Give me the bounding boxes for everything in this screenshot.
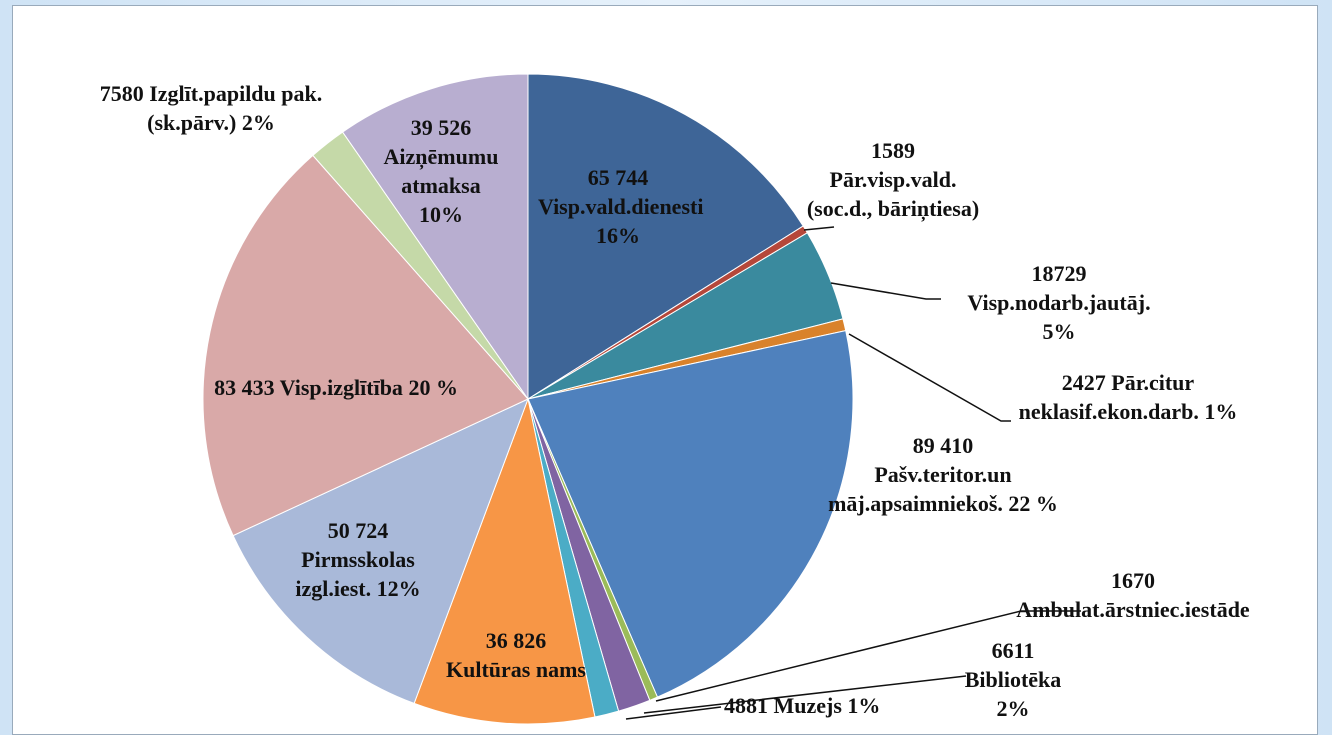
slice-label: 39 526 Aizņēmumu atmaksa 10% — [371, 113, 511, 229]
value-label: 36 826 — [485, 628, 547, 653]
pie-slice — [202, 154, 529, 537]
category-label: Muzejs — [773, 693, 842, 718]
slice-label: 65 744 Visp.vald.dienesti 16% — [538, 163, 704, 250]
category-label: Pār.visp.vald.(soc.d., bāriņtiesa) — [806, 167, 980, 221]
pie-slice — [341, 73, 529, 401]
category-label: Izglīt.papildu pak. (sk.pārv.) — [147, 81, 323, 135]
percent-label: 1% — [847, 693, 881, 718]
pie-slice — [527, 73, 804, 400]
percent-label: 2% — [241, 110, 275, 135]
chart — [202, 73, 1081, 725]
leader-line — [848, 333, 1011, 422]
leader-line — [655, 610, 1081, 702]
percent-label: 20 % — [408, 375, 458, 400]
percent-label: 5% — [1042, 319, 1076, 344]
pie-slice — [527, 330, 854, 698]
value-label: 50 724 — [327, 518, 389, 543]
category-label: Pār.citur neklasif.ekon.darb. — [1018, 370, 1199, 424]
value-label: 18729 — [1031, 261, 1087, 286]
percent-label: 12% — [376, 576, 421, 601]
pie-slice — [413, 397, 596, 725]
slice-label: 36 826 Kultūras nams — [446, 626, 586, 684]
value-label: 65 744 — [587, 165, 649, 190]
leader-line — [643, 675, 967, 714]
slice-label: 1589 Pār.visp.vald.(soc.d., bāriņtiesa) — [798, 136, 988, 223]
leader-line — [830, 282, 941, 300]
slice-label: 83 433 Visp.izglītība 20 % — [206, 373, 466, 402]
value-label: 2427 — [1061, 370, 1106, 395]
leader-line — [625, 706, 722, 720]
value-label: 7580 — [99, 81, 144, 106]
slice-label: 18729 Visp.nodarb.jautāj. 5% — [939, 259, 1179, 346]
category-label: Bibliotēka — [964, 667, 1062, 692]
value-label: 39 526 — [410, 115, 472, 140]
value-label: 4881 — [724, 693, 768, 718]
value-label: 83 433 — [214, 375, 275, 400]
value-label: 6611 — [991, 638, 1035, 663]
slice-label: 50 724 Pirmsskolas izgl.iest. 12% — [268, 516, 448, 603]
slice-label: 1670 Ambulat.ārstniec.iestāde — [1003, 566, 1263, 624]
category-label: Pašv.teritor.un māj.apsaimniekoš. — [828, 462, 1012, 516]
slice-label: 6611 Bibliotēka 2% — [943, 636, 1083, 723]
slice-label: 7580 Izglīt.papildu pak. (sk.pārv.) 2% — [81, 79, 341, 137]
category-label: Visp.nodarb.jautāj. — [967, 290, 1151, 315]
slice-label: 2427 Pār.citur neklasif.ekon.darb. 1% — [993, 368, 1263, 426]
value-label: 1589 — [871, 138, 915, 163]
percent-label: 1% — [1204, 399, 1238, 424]
leader-line — [803, 226, 835, 231]
category-label: Aizņēmumu atmaksa — [383, 144, 499, 198]
pie-slice — [232, 398, 529, 705]
percent-label: 2% — [996, 696, 1030, 721]
category-label: Kultūras nams — [446, 657, 586, 682]
slice-label: 4881 Muzejs 1% — [724, 691, 964, 720]
category-label: Ambulat.ārstniec.iestāde — [1016, 597, 1250, 622]
percent-label: 16% — [596, 223, 640, 248]
category-label: Visp.vald.dienesti — [538, 194, 704, 219]
chart-panel: 65 744 Visp.vald.dienesti 16% 1589 Pār.v… — [12, 5, 1318, 735]
value-label: 89 410 — [912, 433, 974, 458]
value-label: 1670 — [1111, 568, 1155, 593]
percent-label: 10% — [419, 202, 463, 227]
percent-label: 22 % — [1008, 491, 1058, 516]
slice-label: 89 410 Pašv.teritor.un māj.apsaimniekoš.… — [828, 431, 1058, 518]
category-label: Pirmsskolas izgl.iest. — [295, 547, 415, 601]
category-label: Visp.izglītība — [279, 375, 403, 400]
